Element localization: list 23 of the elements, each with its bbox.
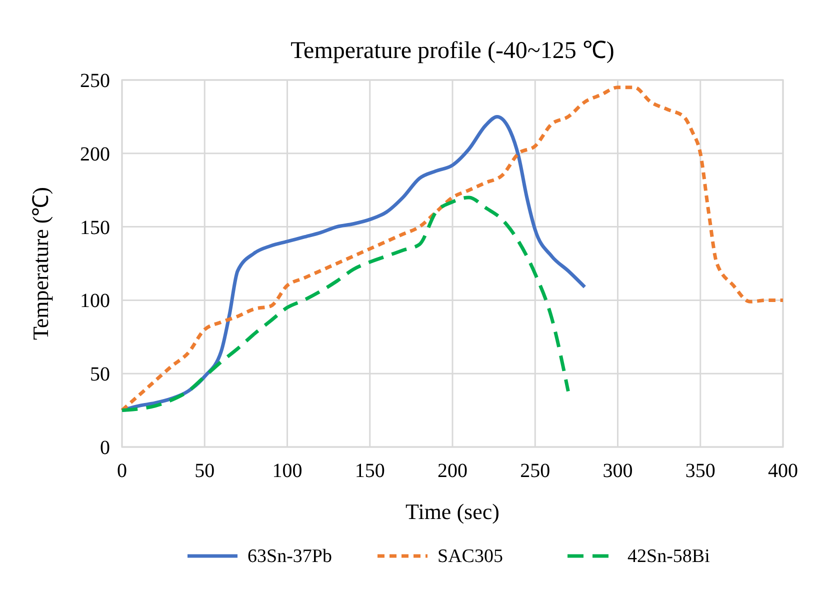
- x-axis-title: Time (sec): [406, 499, 500, 524]
- y-axis-title: Temperature (℃): [28, 187, 53, 340]
- y-tick-label: 150: [80, 216, 110, 239]
- x-tick-label: 400: [768, 460, 798, 482]
- x-tick-label: 100: [272, 460, 302, 482]
- legend-label: 63Sn-37Pb: [248, 546, 332, 567]
- x-tick-label: 150: [354, 460, 385, 482]
- x-tick-label: 50: [194, 460, 215, 482]
- chart-title: Temperature profile (-40~125 ℃): [290, 38, 614, 64]
- line-series: [120, 196, 570, 412]
- y-tick-label: 50: [90, 364, 110, 386]
- x-tick-label: 350: [685, 460, 716, 482]
- y-tick-label: 0: [100, 437, 110, 459]
- y-tick-label: 250: [80, 70, 110, 92]
- y-tick-label: 100: [80, 290, 110, 312]
- x-tick-label: 200: [438, 460, 468, 482]
- y-tick-label: 200: [80, 143, 110, 166]
- legend-label: 42Sn-58Bi: [628, 546, 710, 567]
- x-tick-label: 300: [602, 460, 633, 482]
- line-series: [120, 86, 785, 412]
- x-tick-label: 0: [117, 460, 127, 482]
- x-tick-label: 250: [520, 460, 550, 482]
- legend-label: SAC305: [438, 546, 503, 567]
